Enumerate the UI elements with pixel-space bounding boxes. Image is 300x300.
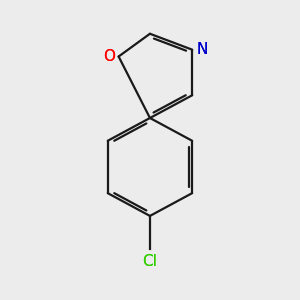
- Text: N: N: [196, 42, 208, 57]
- Circle shape: [102, 50, 116, 64]
- Text: N: N: [196, 42, 208, 57]
- Circle shape: [195, 43, 209, 57]
- Circle shape: [139, 251, 161, 272]
- Text: Cl: Cl: [142, 254, 158, 269]
- Text: O: O: [103, 49, 115, 64]
- Text: Cl: Cl: [142, 254, 158, 269]
- Text: O: O: [103, 49, 115, 64]
